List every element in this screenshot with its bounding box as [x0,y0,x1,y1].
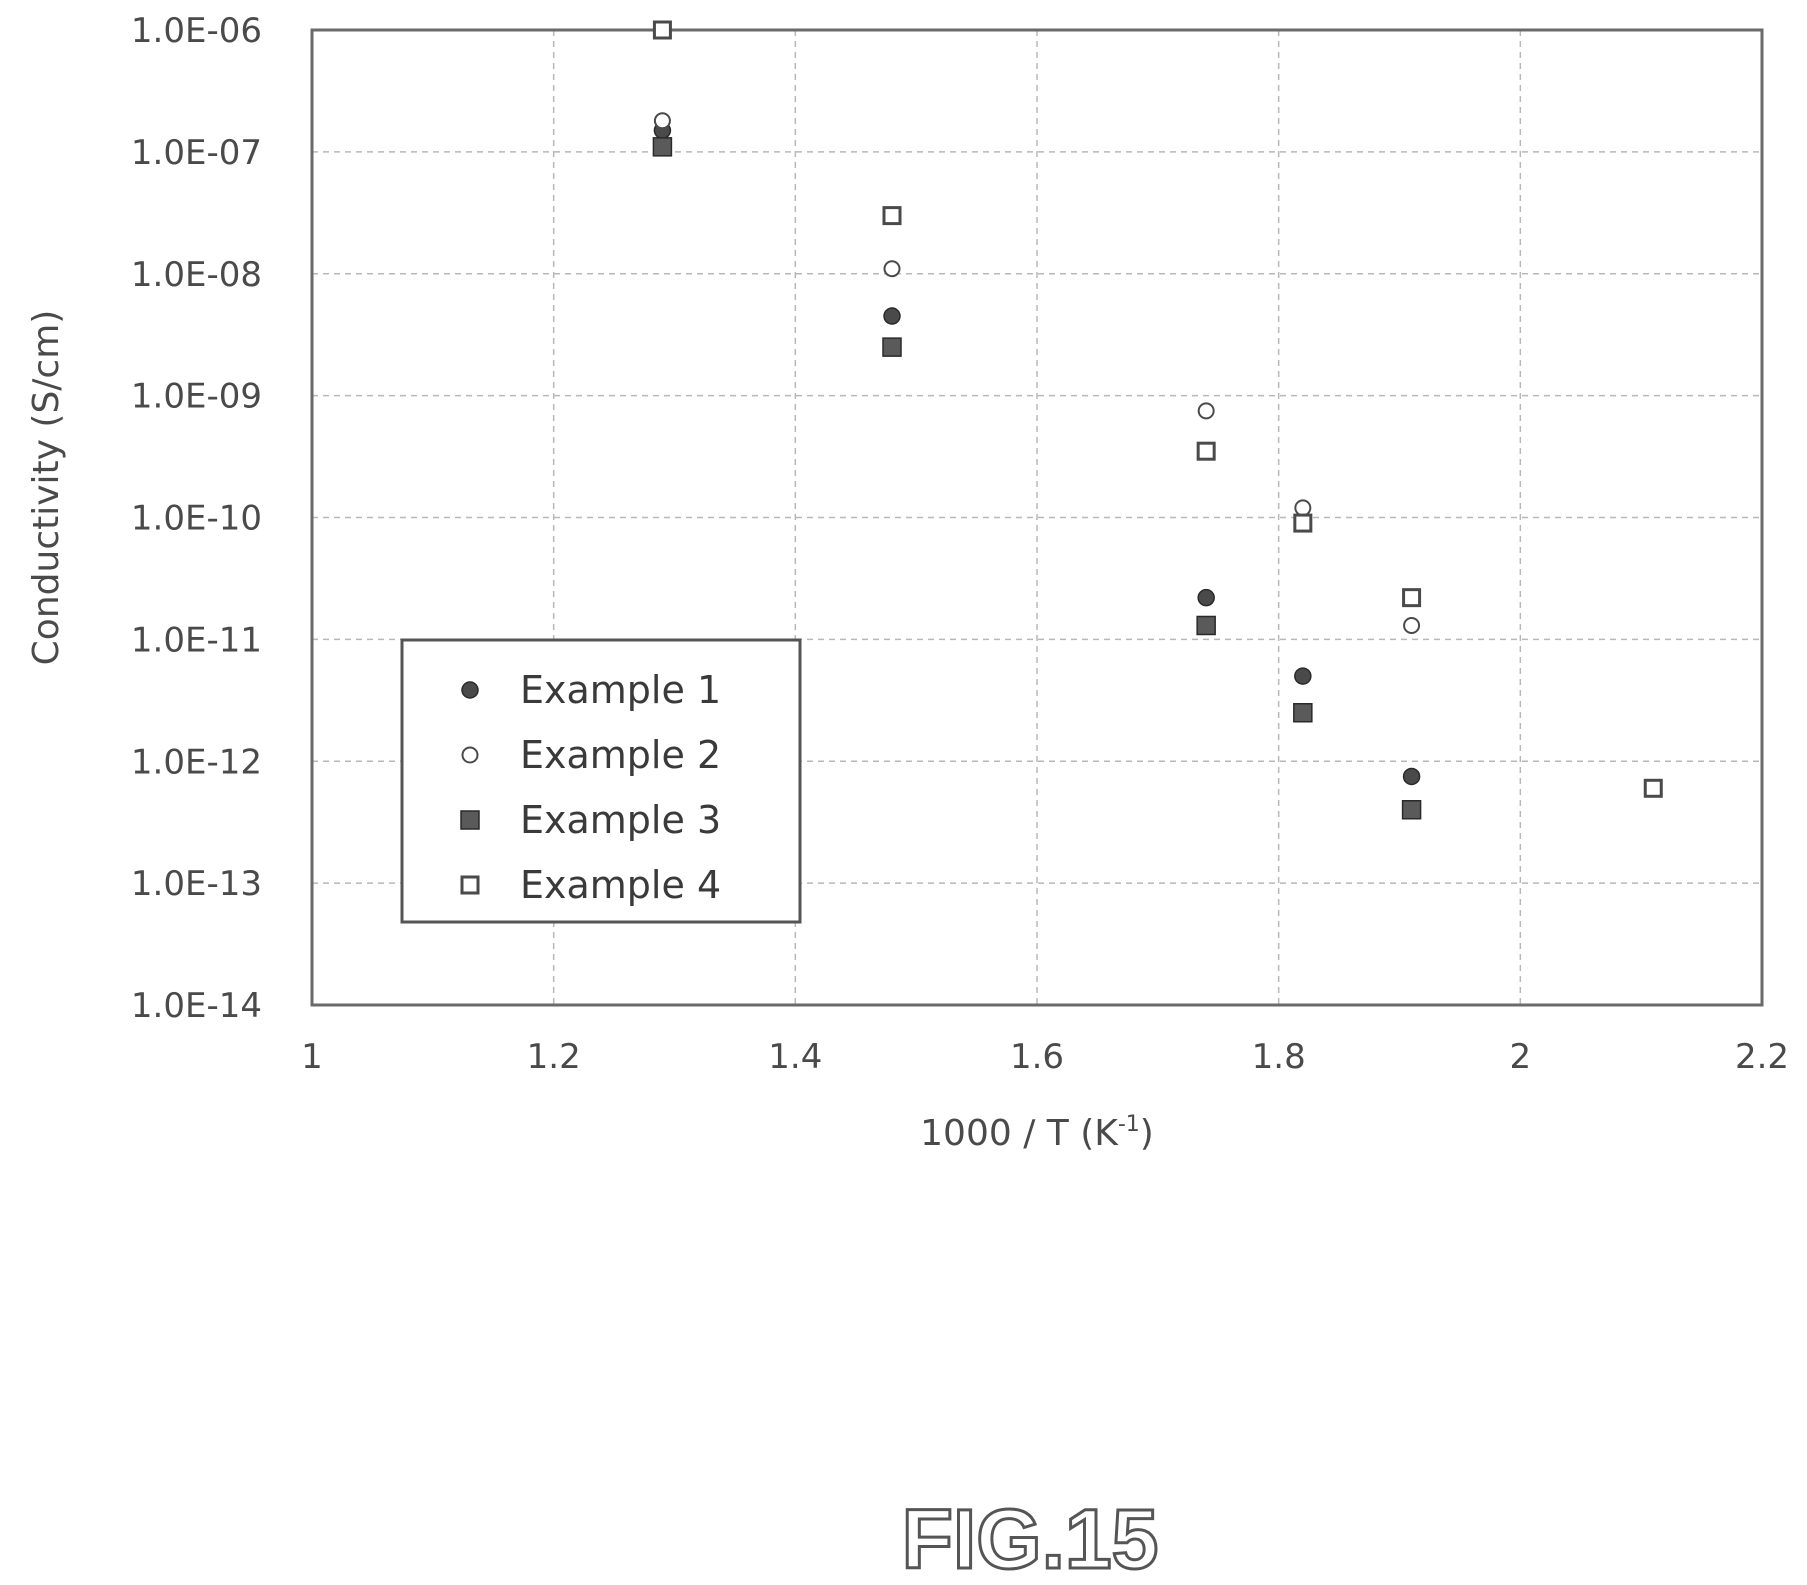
y-tick-label: 1.0E-11 [131,620,262,660]
y-axis-title: Conductivity (S/cm) [26,310,67,666]
legend-marker [461,681,479,699]
x-tick-label: 1.8 [1252,1037,1306,1077]
data-point [1643,778,1663,798]
x-tick-labels: 1 1.2 1.4 1.6 1.8 2 2.2 [301,1037,1789,1077]
data-point [883,260,901,278]
x-axis-title-main: 1000 / T (K [920,1113,1119,1154]
x-axis-title-suffix: ) [1140,1113,1154,1154]
data-point [1294,667,1312,685]
x-axis-title-sup: -1 [1118,1112,1140,1137]
data-point [1402,767,1421,786]
x-axis-title: 1000 / T (K-1) [920,1112,1154,1154]
data-point [1293,513,1313,533]
legend-label: Example 1 [520,668,721,712]
legend: Example 1 Example 2 Example 3 Example 4 [400,638,802,924]
data-point [1197,402,1215,420]
data-point [1196,615,1216,636]
legend-label: Example 4 [520,863,721,907]
figure-caption: FIG.15 [902,1492,1159,1585]
data-point [652,20,672,40]
y-tick-labels: 1.0E-06 1.0E-07 1.0E-08 1.0E-09 1.0E-10 1.0E-… [131,11,262,1026]
y-tick-label: 1.0E-07 [131,133,262,173]
x-tick-label: 1.2 [527,1037,581,1077]
data-point [652,137,673,157]
legend-marker [461,746,479,764]
x-tick-label: 1 [301,1037,323,1077]
data-point [1403,616,1421,634]
x-tick-label: 1.4 [768,1037,822,1077]
data-point [1197,588,1215,607]
data-point [882,337,902,357]
x-tick-label: 1.6 [1010,1037,1064,1077]
legend-label: Example 3 [520,798,721,842]
data-points [652,20,1663,820]
data-point [1293,703,1313,723]
data-point [653,112,671,130]
y-tick-label: 1.0E-14 [131,986,262,1026]
y-tick-label: 1.0E-06 [131,11,262,51]
legend-items: Example 1 Example 2 Example 3 Example 4 [460,668,721,907]
y-tick-label: 1.0E-10 [131,499,262,539]
x-tick-label: 2.2 [1735,1037,1789,1077]
y-tick-label: 1.0E-13 [131,864,262,904]
data-point [1402,588,1422,608]
legend-marker [460,810,480,830]
legend-label: Example 2 [520,733,721,777]
data-point [882,206,902,226]
data-point [1196,441,1216,461]
plot-area-frame [310,28,1764,1007]
data-point [1294,499,1312,517]
y-tick-label: 1.0E-08 [131,255,262,295]
x-tick-label: 2 [1510,1037,1532,1077]
data-point [883,307,901,325]
y-tick-label: 1.0E-09 [131,377,262,417]
y-tick-label: 1.0E-12 [131,742,262,782]
legend-marker [460,875,480,895]
data-point [1401,799,1422,820]
